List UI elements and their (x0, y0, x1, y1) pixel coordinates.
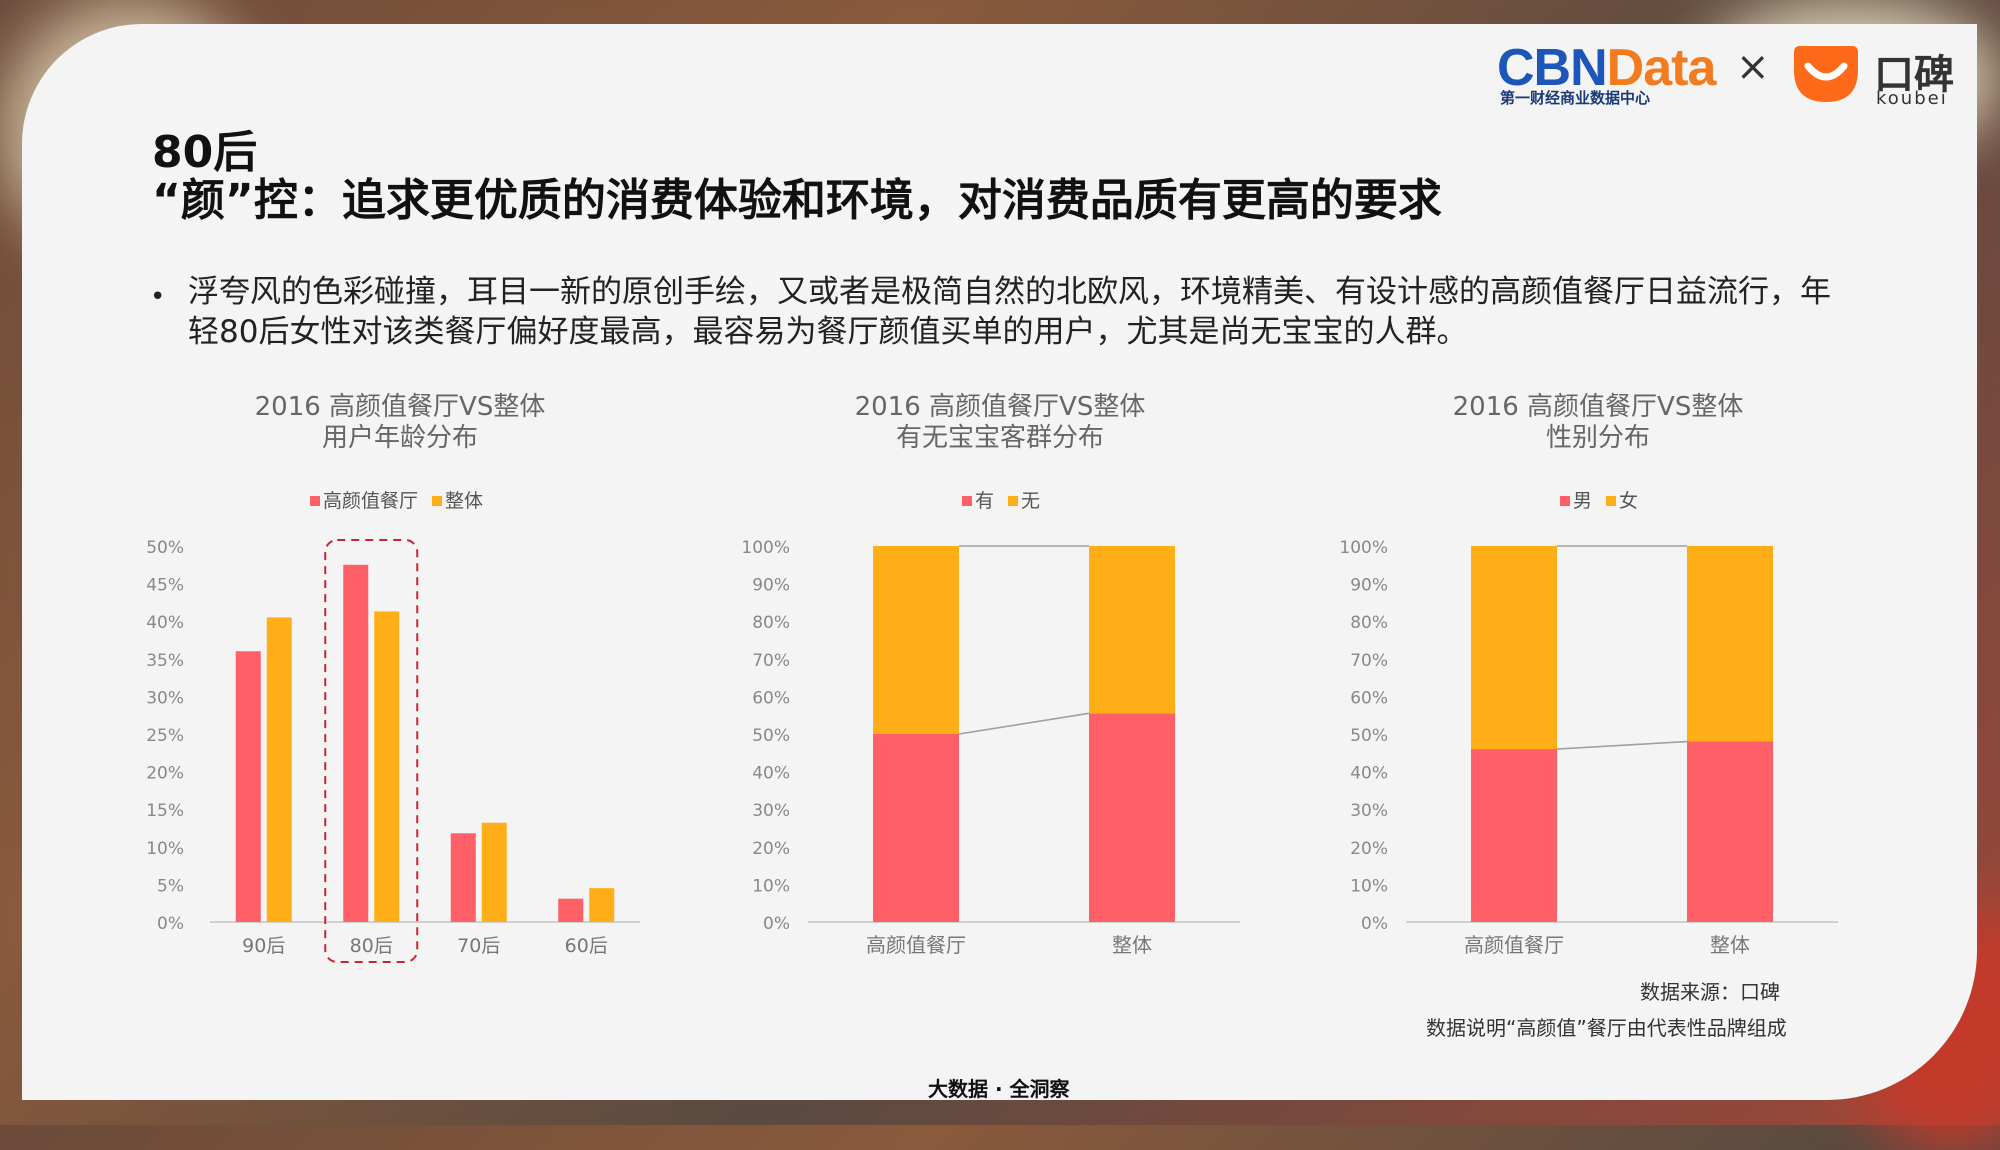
highlight-frame (324, 539, 419, 963)
stacked-segment (1471, 749, 1557, 922)
y-tick-label: 0% (1361, 914, 1388, 934)
y-tick-label: 10% (1350, 876, 1388, 896)
stacked-segment (1687, 546, 1773, 742)
chart-title: 2016 高颜值餐厅VS整体 (255, 392, 546, 422)
y-tick-label: 10% (146, 839, 184, 859)
series-connector-line (1556, 740, 1688, 750)
x-tick-label: 整体 (1710, 933, 1750, 957)
x-tick-label: 整体 (1112, 933, 1152, 957)
bar (266, 617, 292, 922)
data-source: 数据来源：口碑 (1640, 980, 1780, 1004)
y-tick-label: 50% (146, 538, 184, 558)
koubei-logo-text: 口碑 (1874, 52, 1954, 98)
y-tick-label: 100% (1339, 538, 1388, 558)
y-tick-label: 90% (1350, 576, 1388, 596)
stacked-segment (873, 734, 959, 922)
page-title-line1: 80后 (152, 127, 258, 178)
y-tick-label: 20% (146, 764, 184, 784)
y-tick-label: 90% (752, 576, 790, 596)
y-tick-label: 30% (146, 688, 184, 708)
chart-title: 2016 高颜值餐厅VS整体 (1453, 392, 1744, 422)
data-note: 数据说明“高颜值”餐厅由代表性品牌组成 (1426, 1016, 1787, 1040)
bar (589, 888, 615, 922)
y-tick-label: 70% (752, 651, 790, 671)
legend-label: 整体 (445, 490, 483, 512)
y-tick-label: 10% (752, 876, 790, 896)
bullet-text: 浮夸风的色彩碰撞，耳目一新的原创手绘，又或者是极简自然的北欧风，环境精美、有设计… (188, 274, 1831, 350)
legend-swatch (1606, 496, 1616, 506)
bar (481, 822, 507, 922)
koubei-logo-en: koubei (1876, 88, 1948, 109)
y-tick-label: 40% (1350, 764, 1388, 784)
y-tick-label: 15% (146, 801, 184, 821)
legend-swatch (310, 496, 320, 506)
bar (374, 611, 400, 922)
stacked-segment (1089, 713, 1175, 922)
y-tick-label: 40% (752, 764, 790, 784)
series-connector-line (958, 712, 1090, 735)
bullet-marker: • (150, 282, 166, 312)
chart-subtitle: 有无宝宝客群分布 (896, 423, 1104, 453)
y-tick-label: 0% (157, 914, 184, 934)
bar (343, 564, 369, 922)
legend-label: 高颜值餐厅 (323, 490, 418, 512)
legend-label: 男 (1573, 490, 1592, 512)
y-tick-label: 25% (146, 726, 184, 746)
y-tick-label: 60% (752, 688, 790, 708)
y-tick-label: 20% (1350, 839, 1388, 859)
x-tick-label: 高颜值餐厅 (866, 933, 966, 957)
logo-separator: × (1736, 44, 1770, 90)
stacked-segment (1687, 741, 1773, 922)
legend-label: 无 (1021, 490, 1040, 512)
stacked-segment (1471, 546, 1557, 750)
y-tick-label: 40% (146, 613, 184, 633)
y-tick-label: 35% (146, 651, 184, 671)
y-tick-label: 20% (752, 839, 790, 859)
cbndata-logo: CBNData (1497, 39, 1716, 97)
legend-label: 有 (975, 490, 994, 512)
y-tick-label: 30% (1350, 801, 1388, 821)
y-tick-label: 60% (1350, 688, 1388, 708)
stacked-segment (873, 546, 959, 734)
y-tick-label: 50% (1350, 726, 1388, 746)
bar (235, 651, 261, 922)
stacked-segment (1089, 546, 1175, 714)
legend-swatch (962, 496, 972, 506)
x-tick-label: 高颜值餐厅 (1464, 933, 1564, 957)
y-tick-label: 100% (741, 538, 790, 558)
y-tick-label: 50% (752, 726, 790, 746)
page-title-line2: “颜”控：追求更优质的消费体验和环境，对消费品质有更高的要求 (152, 175, 1442, 226)
chart-title: 2016 高颜值餐厅VS整体 (855, 392, 1146, 422)
x-tick-label: 60后 (565, 935, 608, 957)
chart-subtitle: 用户年龄分布 (322, 423, 478, 453)
legend-swatch (1008, 496, 1018, 506)
y-tick-label: 80% (1350, 613, 1388, 633)
chart-subtitle: 性别分布 (1546, 423, 1650, 453)
x-tick-label: 80后 (350, 935, 393, 957)
bar (558, 898, 584, 922)
cbndata-logo-subtitle: 第一财经商业数据中心 (1500, 89, 1651, 107)
legend-swatch (432, 496, 442, 506)
footer-slogan: 大数据 · 全洞察 (928, 1077, 1070, 1101)
legend-swatch (1560, 496, 1570, 506)
y-tick-label: 0% (763, 914, 790, 934)
x-tick-label: 90后 (242, 935, 285, 957)
legend-label: 女 (1619, 490, 1638, 512)
bar (450, 833, 476, 922)
x-tick-label: 70后 (457, 935, 500, 957)
koubei-logo-icon (1794, 46, 1858, 102)
y-tick-label: 5% (157, 876, 184, 896)
y-tick-label: 30% (752, 801, 790, 821)
y-tick-label: 80% (752, 613, 790, 633)
y-tick-label: 45% (146, 576, 184, 596)
y-tick-label: 70% (1350, 651, 1388, 671)
